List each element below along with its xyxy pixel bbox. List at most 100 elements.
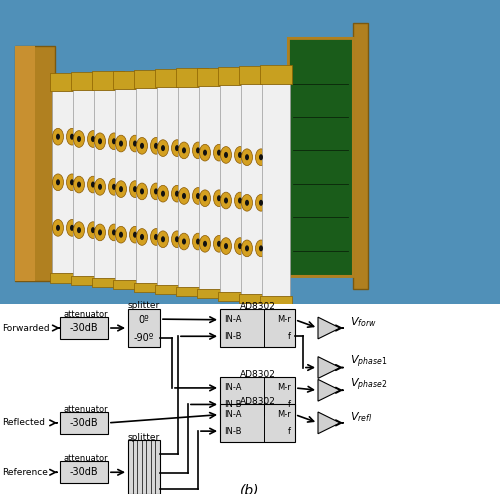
Circle shape [116, 135, 126, 152]
Circle shape [56, 225, 60, 231]
Circle shape [217, 241, 221, 247]
Text: attenuator: attenuator [64, 405, 108, 413]
Circle shape [182, 239, 186, 245]
Bar [128, 309, 160, 347]
Text: AD8302: AD8302 [240, 397, 276, 406]
Text: M-r: M-r [277, 410, 291, 419]
Circle shape [70, 134, 74, 140]
Circle shape [112, 229, 116, 236]
Circle shape [91, 181, 95, 188]
Circle shape [77, 227, 81, 233]
Text: -30dB: -30dB [70, 418, 98, 428]
Polygon shape [15, 45, 35, 281]
Circle shape [119, 140, 123, 147]
Text: f: f [288, 427, 291, 436]
Polygon shape [197, 68, 229, 86]
Circle shape [77, 136, 81, 142]
Bar [220, 377, 295, 415]
Circle shape [130, 135, 140, 152]
Polygon shape [262, 83, 290, 296]
Text: (b): (b) [240, 483, 260, 494]
Text: splitter: splitter [128, 301, 160, 310]
Text: $V_{refl}$: $V_{refl}$ [350, 410, 372, 424]
Bar [220, 309, 295, 347]
Polygon shape [52, 91, 80, 274]
Bar [60, 412, 108, 434]
Circle shape [182, 193, 186, 199]
Circle shape [140, 188, 144, 195]
Circle shape [140, 234, 144, 240]
Circle shape [56, 134, 60, 140]
Text: $V_{phase1}$: $V_{phase1}$ [350, 353, 388, 370]
Circle shape [91, 227, 95, 233]
Circle shape [119, 232, 123, 238]
Polygon shape [241, 84, 269, 294]
Circle shape [52, 128, 64, 145]
Polygon shape [134, 70, 166, 88]
Circle shape [220, 238, 232, 254]
Circle shape [178, 188, 190, 205]
Text: splitter: splitter [128, 433, 160, 442]
Text: -90º: -90º [134, 333, 154, 343]
Text: IN-B: IN-B [224, 427, 242, 436]
Circle shape [200, 236, 210, 252]
Text: $V_{phase2}$: $V_{phase2}$ [350, 376, 388, 393]
Circle shape [98, 184, 102, 190]
Text: -30dB: -30dB [70, 323, 98, 333]
Circle shape [238, 152, 242, 158]
Polygon shape [176, 68, 208, 86]
Circle shape [150, 183, 162, 200]
Polygon shape [157, 87, 185, 285]
Polygon shape [50, 73, 82, 91]
Polygon shape [218, 67, 250, 85]
Polygon shape [318, 357, 340, 378]
Circle shape [234, 147, 246, 164]
Polygon shape [155, 285, 187, 294]
Circle shape [77, 181, 81, 188]
Circle shape [220, 147, 232, 164]
Polygon shape [318, 379, 340, 401]
Polygon shape [220, 85, 248, 291]
Circle shape [130, 181, 140, 198]
Text: $V_{forw}$: $V_{forw}$ [350, 315, 376, 329]
Circle shape [66, 219, 78, 236]
Text: attenuator: attenuator [64, 454, 108, 463]
Circle shape [66, 128, 78, 145]
Text: Forwarded: Forwarded [2, 324, 50, 332]
Circle shape [140, 143, 144, 149]
Circle shape [245, 246, 249, 251]
Polygon shape [136, 88, 164, 283]
Circle shape [172, 185, 182, 202]
Polygon shape [134, 283, 166, 291]
Circle shape [172, 231, 182, 247]
Circle shape [91, 136, 95, 142]
Circle shape [175, 145, 179, 151]
Circle shape [112, 184, 116, 190]
Circle shape [175, 236, 179, 242]
Circle shape [259, 200, 263, 206]
Circle shape [172, 140, 182, 157]
Circle shape [178, 233, 190, 250]
Circle shape [245, 154, 249, 160]
Text: (a): (a) [240, 331, 260, 345]
Circle shape [154, 234, 158, 240]
Circle shape [74, 222, 85, 239]
Circle shape [242, 195, 252, 211]
Circle shape [136, 183, 147, 200]
Polygon shape [92, 278, 124, 287]
Circle shape [214, 236, 224, 252]
Circle shape [154, 188, 158, 195]
Text: M-r: M-r [277, 383, 291, 392]
Text: -30dB: -30dB [70, 467, 98, 477]
Circle shape [70, 225, 74, 231]
Circle shape [133, 186, 137, 192]
Circle shape [217, 150, 221, 156]
Circle shape [130, 226, 140, 243]
Circle shape [161, 191, 165, 197]
Circle shape [52, 174, 64, 191]
Circle shape [119, 186, 123, 192]
Polygon shape [260, 65, 292, 83]
Circle shape [224, 243, 228, 249]
Circle shape [108, 224, 120, 241]
Bar [60, 461, 108, 483]
